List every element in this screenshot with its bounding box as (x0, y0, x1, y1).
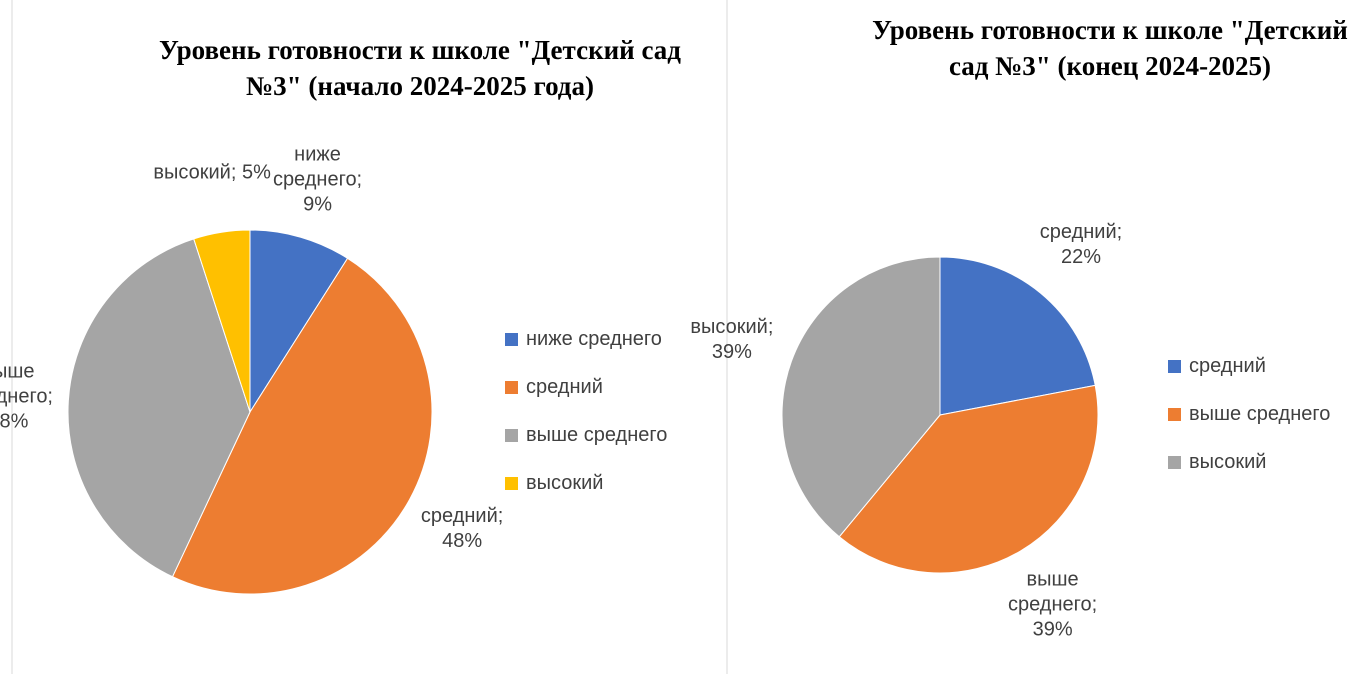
legend-text: высокий (526, 472, 604, 494)
pie-slice (67, 238, 251, 578)
pie-slice (939, 256, 1096, 416)
pie-slice (781, 256, 941, 538)
legend-swatch (505, 429, 518, 442)
legend-item: высокий (1168, 451, 1266, 474)
data-label: выше среднего; 38% (0, 360, 53, 433)
pie-slice (838, 384, 1099, 574)
legend-swatch (505, 333, 518, 346)
legend-swatch (1168, 456, 1181, 469)
data-label: высокий; 5% (153, 161, 271, 184)
legend-swatch (1168, 360, 1181, 373)
legend-text: выше среднего (1189, 403, 1331, 425)
legend-text: средний (1189, 355, 1266, 377)
legend-text: ниже среднего (526, 328, 662, 350)
data-label: выше среднего; 39% (1008, 568, 1098, 641)
pie-slice (193, 229, 251, 413)
legend-text: выше среднего (526, 424, 668, 446)
legend-text: высокий (1189, 451, 1267, 473)
legend-item: ниже среднего (505, 328, 662, 351)
legend-item: высокий (505, 472, 603, 495)
chart-title: Уровень готовности к школе "Детский сад … (872, 15, 1348, 81)
legend-swatch (505, 477, 518, 490)
data-label: ниже среднего; 9% (272, 143, 363, 216)
legend-text: средний (526, 376, 603, 398)
legend-item: выше среднего (1168, 403, 1330, 426)
legend-item: выше среднего (505, 424, 667, 447)
pie-slice (171, 257, 433, 595)
legend-swatch (1168, 408, 1181, 421)
data-label: средний; 22% (1039, 220, 1123, 268)
pie-slice (249, 229, 349, 414)
legend-item: средний (1168, 355, 1266, 378)
legend-swatch (505, 381, 518, 394)
data-label: средний; 48% (420, 504, 504, 552)
data-label: высокий; 39% (690, 316, 774, 364)
chart-title: Уровень готовности к школе "Детский сад … (159, 35, 681, 101)
legend-item: средний (505, 376, 603, 399)
